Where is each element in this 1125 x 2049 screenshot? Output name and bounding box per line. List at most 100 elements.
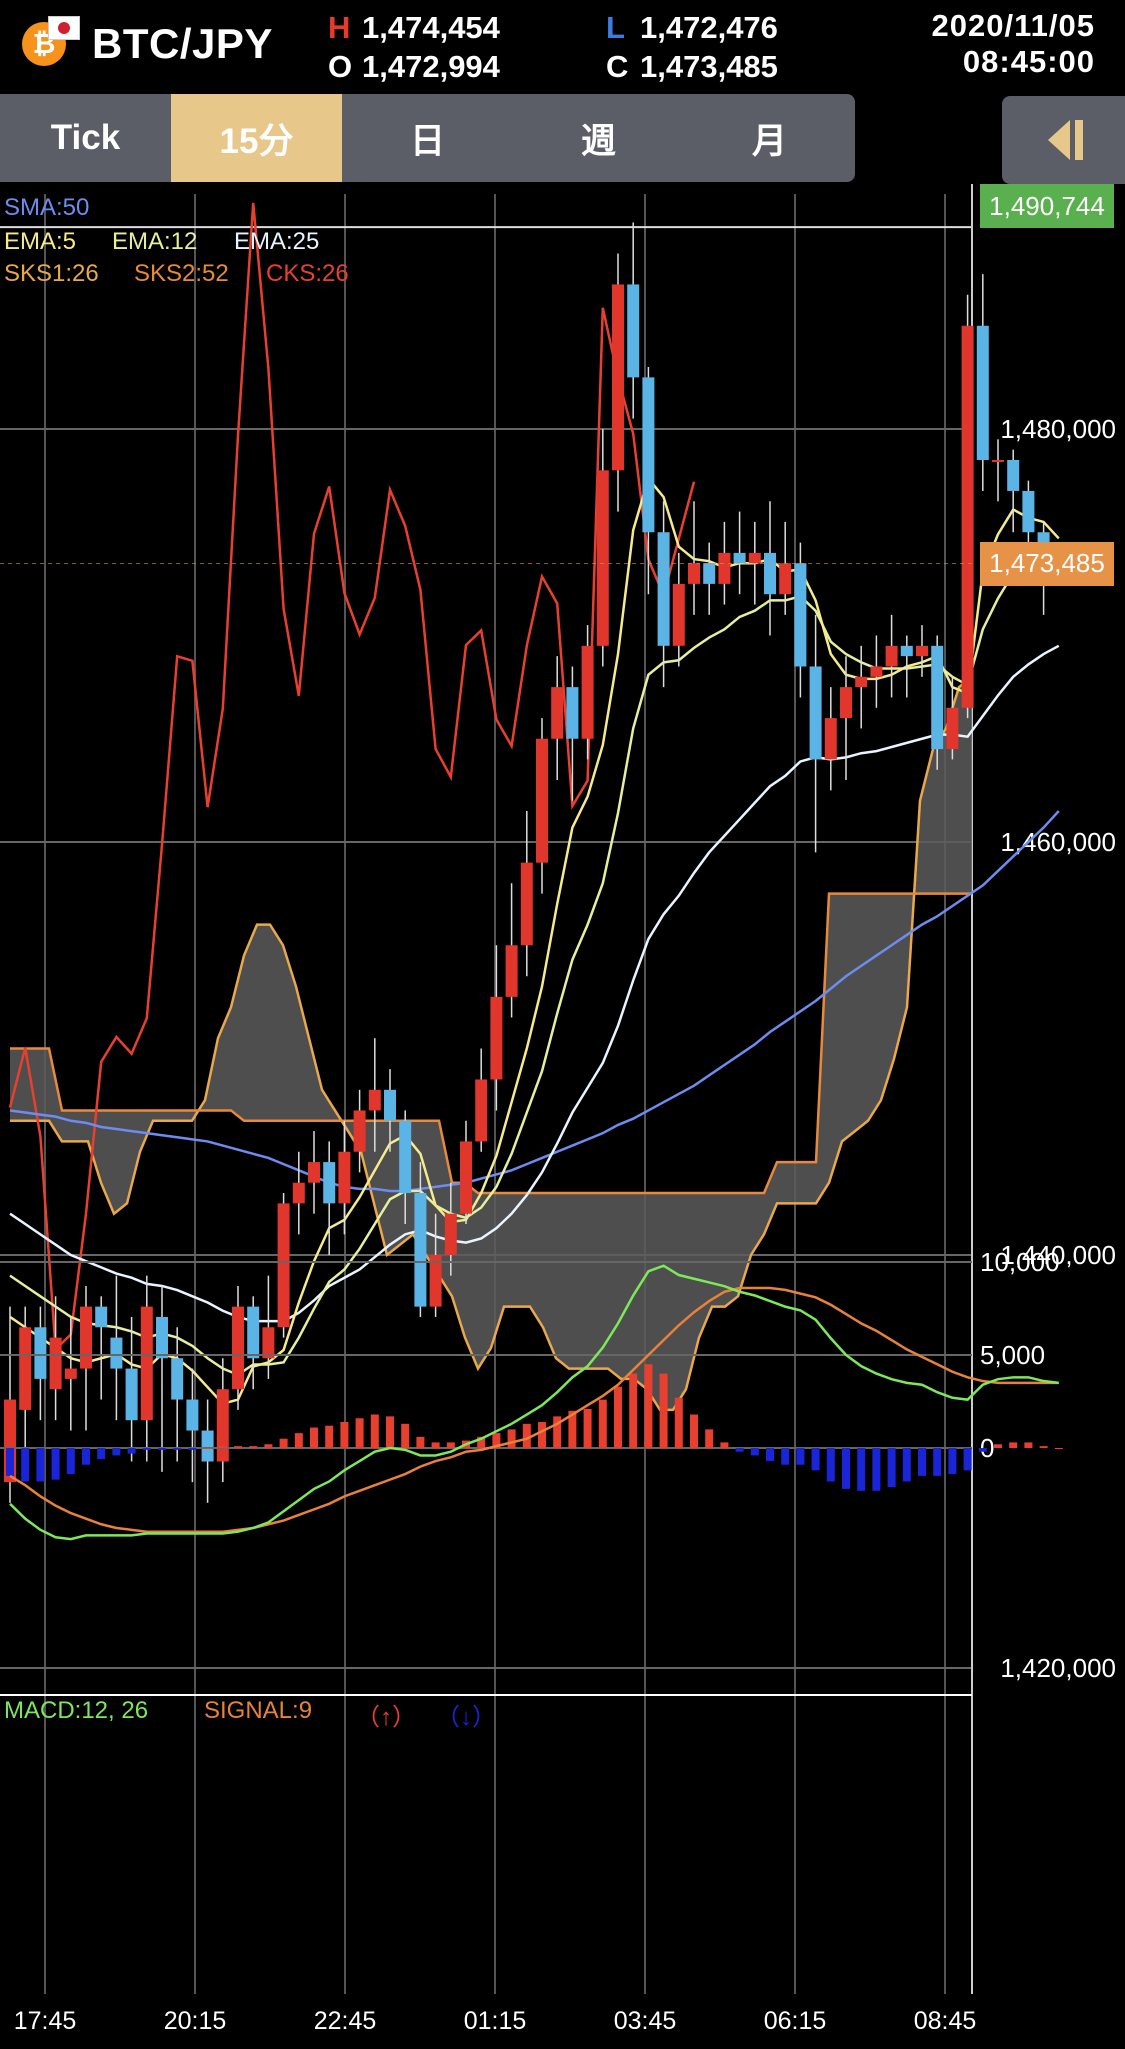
macd-hist-neg	[826, 1448, 835, 1482]
macd-hist-neg	[963, 1448, 972, 1471]
candle-up	[779, 563, 792, 595]
header-bar: ₿ BTC/JPY H 1,474,454 O 1,472,994 L 1,472,4…	[0, 0, 1125, 92]
ichimoku-cloud	[10, 676, 972, 1410]
japan-flag-icon	[48, 16, 80, 40]
candle-up	[870, 666, 883, 677]
candle-up	[64, 1368, 77, 1379]
candle-up	[946, 707, 959, 750]
legend-up: （↑）	[356, 1704, 416, 1731]
tab-month[interactable]: 月	[751, 121, 787, 161]
candle-down	[642, 377, 655, 533]
price-chart[interactable]: 17:45 20:15 22:45 01:15 03:45 06:15 08:45 1,480…	[0, 184, 1125, 2049]
macd-hist-pos	[705, 1429, 714, 1448]
candle-down	[186, 1399, 199, 1431]
candle-up	[277, 1203, 290, 1328]
macd-hist-pos	[477, 1436, 486, 1448]
macd-hist-neg	[978, 1448, 987, 1452]
candle-down	[414, 1193, 427, 1307]
macd-hist-pos	[1054, 1448, 1063, 1449]
macd-hist-neg	[112, 1448, 121, 1456]
candle-down	[125, 1368, 138, 1421]
candle-down	[1022, 490, 1035, 533]
macd-hist-neg	[872, 1448, 881, 1491]
macd-hist-neg	[142, 1448, 151, 1450]
candle-down	[1007, 459, 1020, 491]
macd-hist-neg	[735, 1448, 744, 1452]
macd-hist-pos	[264, 1444, 273, 1448]
close-value: 1,473,485	[640, 49, 778, 84]
macd-hist-neg	[36, 1448, 45, 1482]
signal-line	[9, 1286, 1059, 1533]
macd-hist-neg	[933, 1448, 942, 1476]
candle-down	[171, 1358, 184, 1400]
x-tick-label: 03:45	[614, 2007, 677, 2035]
sks1-line	[10, 675, 973, 1412]
candle-up	[536, 738, 548, 863]
macd-hist-pos	[446, 1442, 455, 1448]
macd-hist-neg	[887, 1448, 896, 1488]
current-price-marker: 1,473,485	[980, 541, 1114, 586]
ema12-line	[9, 566, 1060, 1377]
macd-hist-neg	[842, 1448, 850, 1489]
candle-down	[399, 1120, 412, 1194]
candle-up	[232, 1306, 244, 1390]
candle-up	[262, 1327, 275, 1359]
candle-down	[34, 1327, 47, 1379]
candle-up	[855, 676, 868, 688]
candle-up	[19, 1327, 32, 1410]
tab-day[interactable]: 日	[409, 121, 445, 161]
candle-up	[551, 687, 564, 739]
legend-down: （↓）	[436, 1704, 496, 1731]
y-tick-label: 1,440,000	[1000, 1240, 1116, 1270]
macd-hist-pos	[279, 1438, 288, 1448]
macd-hist-pos	[340, 1421, 349, 1448]
tab-15min[interactable]: 15分	[171, 94, 342, 182]
high-value: 1,474,454	[362, 10, 500, 45]
macd-y-tick-label: 5,000	[980, 1340, 1045, 1370]
macd-hist-neg	[796, 1448, 805, 1465]
macd-hist-neg	[66, 1448, 75, 1475]
macd-hist-neg	[781, 1448, 790, 1465]
tab-week[interactable]: 週	[580, 121, 616, 161]
x-tick-label: 01:15	[464, 2007, 527, 2035]
legend-sma: SMA:50	[4, 194, 90, 221]
candle-down	[900, 645, 913, 657]
macd-hist-pos	[401, 1423, 410, 1448]
macd-hist-neg	[158, 1448, 166, 1450]
macd-hist-pos	[507, 1429, 516, 1448]
macd-hist-pos	[386, 1416, 394, 1448]
candle-up	[596, 470, 609, 646]
macd-hist-neg	[127, 1448, 136, 1454]
macd-hist-neg	[82, 1448, 90, 1465]
macd-hist-pos	[538, 1421, 546, 1448]
macd-hist-neg	[948, 1448, 957, 1475]
candle-up	[688, 563, 700, 584]
candle-down	[627, 284, 640, 378]
high-label: H	[328, 10, 351, 45]
candle-down	[703, 563, 716, 584]
candle-down	[201, 1430, 214, 1462]
macd-hist-pos	[674, 1397, 683, 1448]
x-tick-label: 06:15	[764, 2007, 827, 2035]
macd-hist-pos	[1024, 1442, 1033, 1448]
candle-up	[961, 325, 974, 708]
legend-sks2: SKS2:52	[134, 260, 229, 287]
macd-line	[9, 1264, 1059, 1541]
candle-up	[612, 284, 624, 471]
candle-up	[672, 583, 685, 646]
collapse-left-icon	[1047, 120, 1083, 160]
macd-hist-neg	[97, 1448, 106, 1460]
candle-down	[976, 325, 989, 460]
macd-hist-pos	[690, 1414, 698, 1448]
macd-hist-neg	[750, 1448, 759, 1456]
legend-ema5: EMA:5	[4, 228, 77, 255]
tab-tick[interactable]: Tick	[50, 118, 121, 157]
ema25-line	[9, 644, 1060, 1323]
candle-up	[490, 996, 503, 1080]
open-label: O	[328, 49, 353, 84]
macd-hist-pos	[1039, 1446, 1048, 1448]
low-value: 1,472,476	[640, 10, 778, 45]
candle-up	[353, 1110, 366, 1152]
pair-selector[interactable]: ₿ BTC/JPY	[22, 14, 273, 74]
collapse-panel-button[interactable]	[1002, 96, 1125, 184]
